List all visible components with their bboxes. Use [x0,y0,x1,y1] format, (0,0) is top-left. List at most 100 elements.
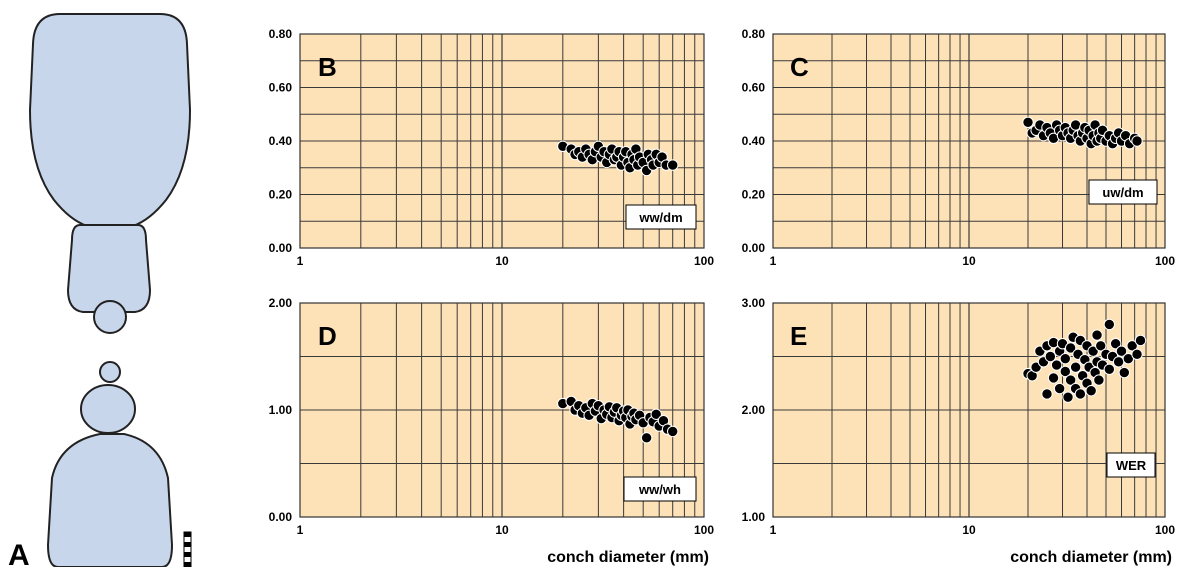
data-point-e [1103,363,1116,376]
y-tick-label-b: 0.20 [269,188,293,202]
x-tick-label-b: 1 [297,254,304,268]
data-point-e [1059,365,1072,378]
data-point-e [1112,356,1125,368]
y-tick-label-d: 2.00 [269,296,293,310]
y-tick-labels-d: 0.00 1.00 2.00 [269,296,293,524]
x-tick-label-e: 10 [962,523,976,537]
x-tick-label-d: 100 [694,523,714,537]
data-point-e [1126,340,1138,352]
y-tick-labels-b: 0.00 0.20 0.40 0.60 0.80 [269,27,293,255]
data-point-e [1053,382,1066,395]
data-point-e [1115,345,1128,357]
data-point-c [1131,135,1143,147]
series-label-box-c: uw/dm [1088,179,1158,205]
data-point-c [1022,116,1034,128]
grid-e [773,302,1165,518]
data-point-e [1109,337,1122,350]
whorl-section-large-bottom [46,433,174,567]
whorl-section-small-bottom [80,384,136,434]
data-point-e [1091,329,1103,341]
series-label-d: ww/wh [638,482,681,497]
x-tick-label-b: 100 [694,254,714,268]
panel-letter-c: C [790,52,809,82]
x-tick-labels-c: 1 10 100 [770,254,1176,268]
data-point-e [1103,318,1116,331]
data-point-e [1064,342,1077,354]
x-tick-labels-e: 1 10 100 [770,523,1176,537]
data-point-d [650,408,662,420]
whorl-section-large-top [28,13,192,227]
y-tick-labels-c: 0.00 0.20 0.40 0.60 0.80 [742,27,766,255]
panel-letter-a: A [8,539,30,567]
y-tick-label-c: 0.80 [742,27,766,41]
whorl-section-small-top [93,300,127,334]
series-label-b: ww/dm [638,210,682,225]
data-point-d [667,425,679,438]
series-label-e: WER [1116,458,1147,473]
y-tick-label-c: 0.20 [742,188,766,202]
y-tick-label-d: 1.00 [269,403,293,417]
points-b [557,140,679,177]
x-tick-label-d: 10 [495,523,509,537]
data-point-e [1062,391,1074,403]
scale-bar [183,531,192,567]
data-point-e [1064,374,1077,386]
data-point-e [1041,388,1053,400]
series-label-box-b: ww/dm [625,204,697,230]
panel-letter-b: B [318,52,337,82]
y-tick-label-c: 0.40 [742,134,766,148]
x-tick-labels-b: 1 10 100 [297,254,715,268]
panel-b: 0.00 0.20 0.40 0.60 0.80 1 10 100 B ww/dm [269,27,715,268]
panel-a-cross-sections: A [8,13,192,567]
points-e [1022,318,1147,403]
x-tick-label-e: 1 [770,523,777,537]
data-point-e [1047,372,1060,384]
y-tick-label-b: 0.80 [269,27,293,41]
data-point-e [1134,334,1147,347]
whorl-section-tiny-bottom [99,361,121,383]
y-tick-label-e: 3.00 [742,296,766,310]
data-point-e [1085,385,1097,397]
y-tick-label-b: 0.00 [269,241,293,255]
data-point-e [1131,348,1143,361]
series-label-c: uw/dm [1102,185,1143,200]
data-point-e [1044,350,1057,363]
plot-frame-b [299,33,705,249]
x-tick-label-c: 10 [962,254,976,268]
data-point-b [667,159,679,171]
y-tick-label-c: 0.60 [742,81,766,95]
panel-letter-e: E [790,321,807,351]
y-tick-label-c: 0.00 [742,241,766,255]
data-point-e [1050,359,1063,371]
y-tick-label-b: 0.40 [269,134,293,148]
x-tick-label-c: 100 [1155,254,1175,268]
data-point-e [1118,366,1131,379]
data-point-e [1059,352,1072,365]
panel-c: 0.00 0.20 0.40 0.60 0.80 1 10 100 C uw/dm [742,27,1176,268]
x-tick-label-c: 1 [770,254,777,268]
x-tick-label-d: 1 [297,523,304,537]
plot-frame-c [772,33,1166,249]
data-point-e [1095,340,1107,352]
y-tick-label-e: 2.00 [742,403,766,417]
y-tick-labels-e: 1.00 2.00 3.00 [742,296,766,524]
x-tick-labels-d: 1 10 100 [297,523,715,537]
plot-frame-d [299,302,705,518]
data-point-e [1069,361,1082,373]
series-label-box-d: ww/wh [623,476,697,502]
panel-d: 0.00 1.00 2.00 1 10 100 D ww/wh conch diamet… [269,296,715,566]
series-label-box-e: WER [1106,452,1156,478]
points-d [557,395,679,444]
y-tick-label-e: 1.00 [742,510,766,524]
whorl-section-medium-top [66,224,152,313]
plot-frame-e [772,302,1166,518]
panel-letter-d: D [318,321,337,351]
x-tick-label-e: 100 [1155,523,1175,537]
x-tick-label-b: 10 [495,254,509,268]
data-point-e [1093,374,1105,386]
y-tick-label-d: 0.00 [269,510,293,524]
x-axis-title-e: conch diameter (mm) [1010,549,1172,566]
data-point-e [1074,388,1087,400]
data-point-d [640,432,653,444]
